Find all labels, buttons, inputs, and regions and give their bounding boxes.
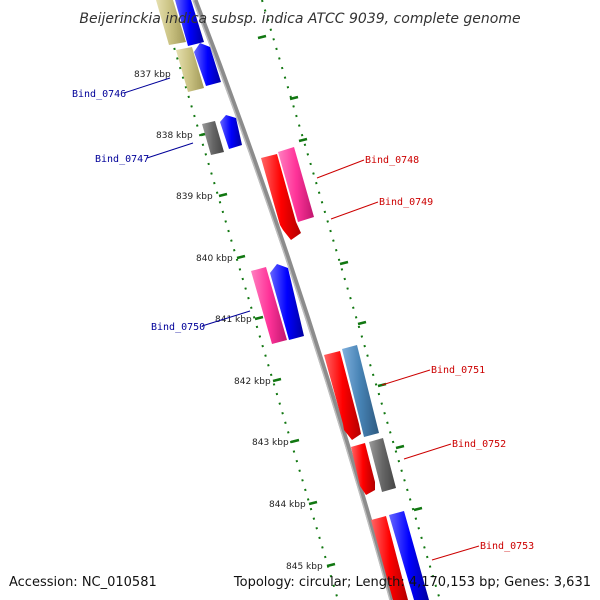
outer-tick-marks xyxy=(257,34,423,512)
tick-label: 839 kbp xyxy=(176,192,213,202)
gene-label-bind-0751: Bind_0751 xyxy=(431,365,485,376)
gene-feature xyxy=(351,443,375,495)
gene-features xyxy=(156,0,429,600)
gene-feature xyxy=(369,438,396,492)
gene-feature xyxy=(270,264,304,340)
gene-feature xyxy=(251,267,287,344)
tick-label: 837 kbp xyxy=(134,70,171,80)
inner-tick-marks xyxy=(182,70,336,568)
tick-labels: 837 kbp 838 kbp 839 kbp 840 kbp 841 kbp … xyxy=(134,70,323,572)
outer-ruler-line xyxy=(261,0,441,600)
gene-label-bind-0746: Bind_0746 xyxy=(72,89,126,100)
map-title: Beijerinckia indica subsp. indica ATCC 9… xyxy=(79,11,520,27)
tick-label: 842 kbp xyxy=(234,377,271,387)
gene-feature xyxy=(261,154,301,240)
gene-feature xyxy=(342,345,379,437)
gene-feature xyxy=(156,0,186,45)
gene-feature xyxy=(194,43,221,86)
gene-labels: Bind_0746 Bind_0747 Bind_0750 Bind_0748 … xyxy=(72,89,534,552)
genome-backbone xyxy=(192,0,395,600)
gene-feature xyxy=(202,121,224,155)
gene-label-bind-0748: Bind_0748 xyxy=(365,155,419,166)
gene-feature xyxy=(220,115,242,149)
gene-label-bind-0749: Bind_0749 xyxy=(379,197,433,208)
tick-label: 843 kbp xyxy=(252,438,289,448)
accession-text: Accession: NC_010581 xyxy=(9,575,157,590)
tick-label: 840 kbp xyxy=(196,254,233,264)
tick-label: 845 kbp xyxy=(286,562,323,572)
gene-label-bind-0747: Bind_0747 xyxy=(95,154,149,165)
gene-feature xyxy=(389,511,429,600)
gene-label-bind-0750: Bind_0750 xyxy=(151,322,205,333)
gene-feature xyxy=(175,0,204,46)
gene-feature xyxy=(324,351,361,440)
inner-ruler-line xyxy=(159,0,339,600)
tick-label: 838 kbp xyxy=(156,131,193,141)
gene-feature xyxy=(278,147,314,222)
gene-label-bind-0752: Bind_0752 xyxy=(452,439,506,450)
genome-backbone-highlight xyxy=(192,0,391,600)
label-leader-lines xyxy=(123,77,480,561)
gene-feature xyxy=(371,516,408,600)
tick-label: 841 kbp xyxy=(215,315,252,325)
gene-label-bind-0753: Bind_0753 xyxy=(480,541,534,552)
tick-label: 844 kbp xyxy=(269,500,306,510)
gene-feature xyxy=(176,47,204,92)
topology-text: Topology: circular; Length: 4,170,153 bp… xyxy=(233,575,591,590)
